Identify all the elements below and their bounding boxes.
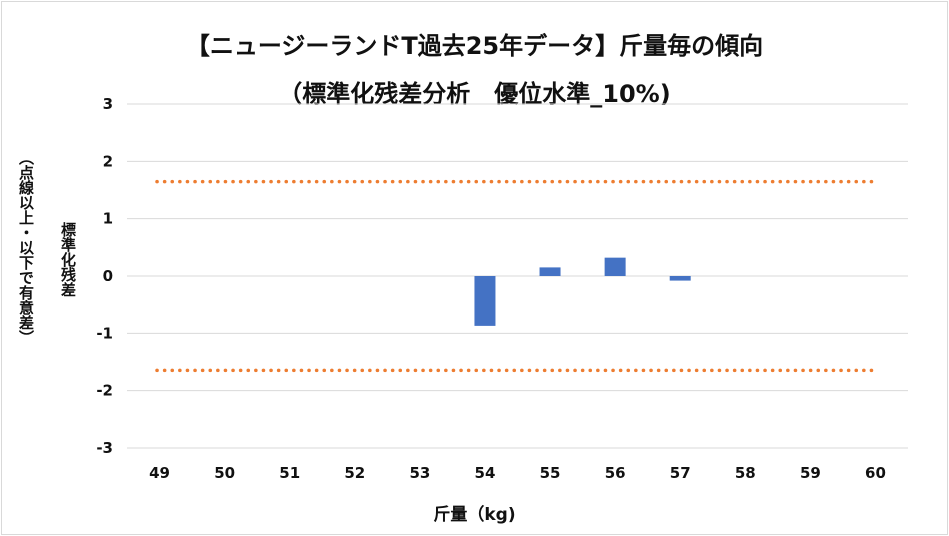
x-tick-label: 57	[670, 464, 691, 482]
y-axis-note: （点線以上・以下で有意差）	[17, 150, 35, 345]
x-tick-label: 58	[735, 464, 756, 482]
bar-55	[539, 267, 561, 276]
x-tick-label: 52	[344, 464, 365, 482]
x-tick-label: 55	[540, 464, 561, 482]
chart-subtitle: （標準化残差分析 優位水準_10%)	[278, 80, 671, 108]
y-tick-label: 0	[103, 267, 113, 285]
x-tick-label: 59	[800, 464, 821, 482]
y-tick-label: 3	[103, 95, 113, 113]
x-tick-label: 60	[865, 464, 886, 482]
x-tick-label: 51	[279, 464, 300, 482]
x-tick-label: 53	[409, 464, 430, 482]
y-tick-label: -3	[96, 439, 113, 457]
y-axis-label: 標準化残差	[59, 222, 77, 297]
x-tick-label: 49	[149, 464, 170, 482]
bar-57	[669, 276, 691, 281]
y-tick-label: -2	[96, 382, 113, 400]
x-tick-label: 50	[214, 464, 235, 482]
x-tick-label: 54	[475, 464, 496, 482]
y-tick-label: 2	[103, 152, 113, 170]
y-tick-label: 1	[103, 210, 113, 228]
y-tick-label: -1	[96, 324, 113, 342]
x-tick-label: 56	[605, 464, 626, 482]
x-axis-label: 斤量（kg)	[433, 505, 516, 525]
bar-54	[474, 276, 496, 326]
chart-title: 【ニュージーランドT過去25年データ】斤量毎の傾向	[185, 32, 764, 60]
bar-56	[604, 257, 626, 276]
